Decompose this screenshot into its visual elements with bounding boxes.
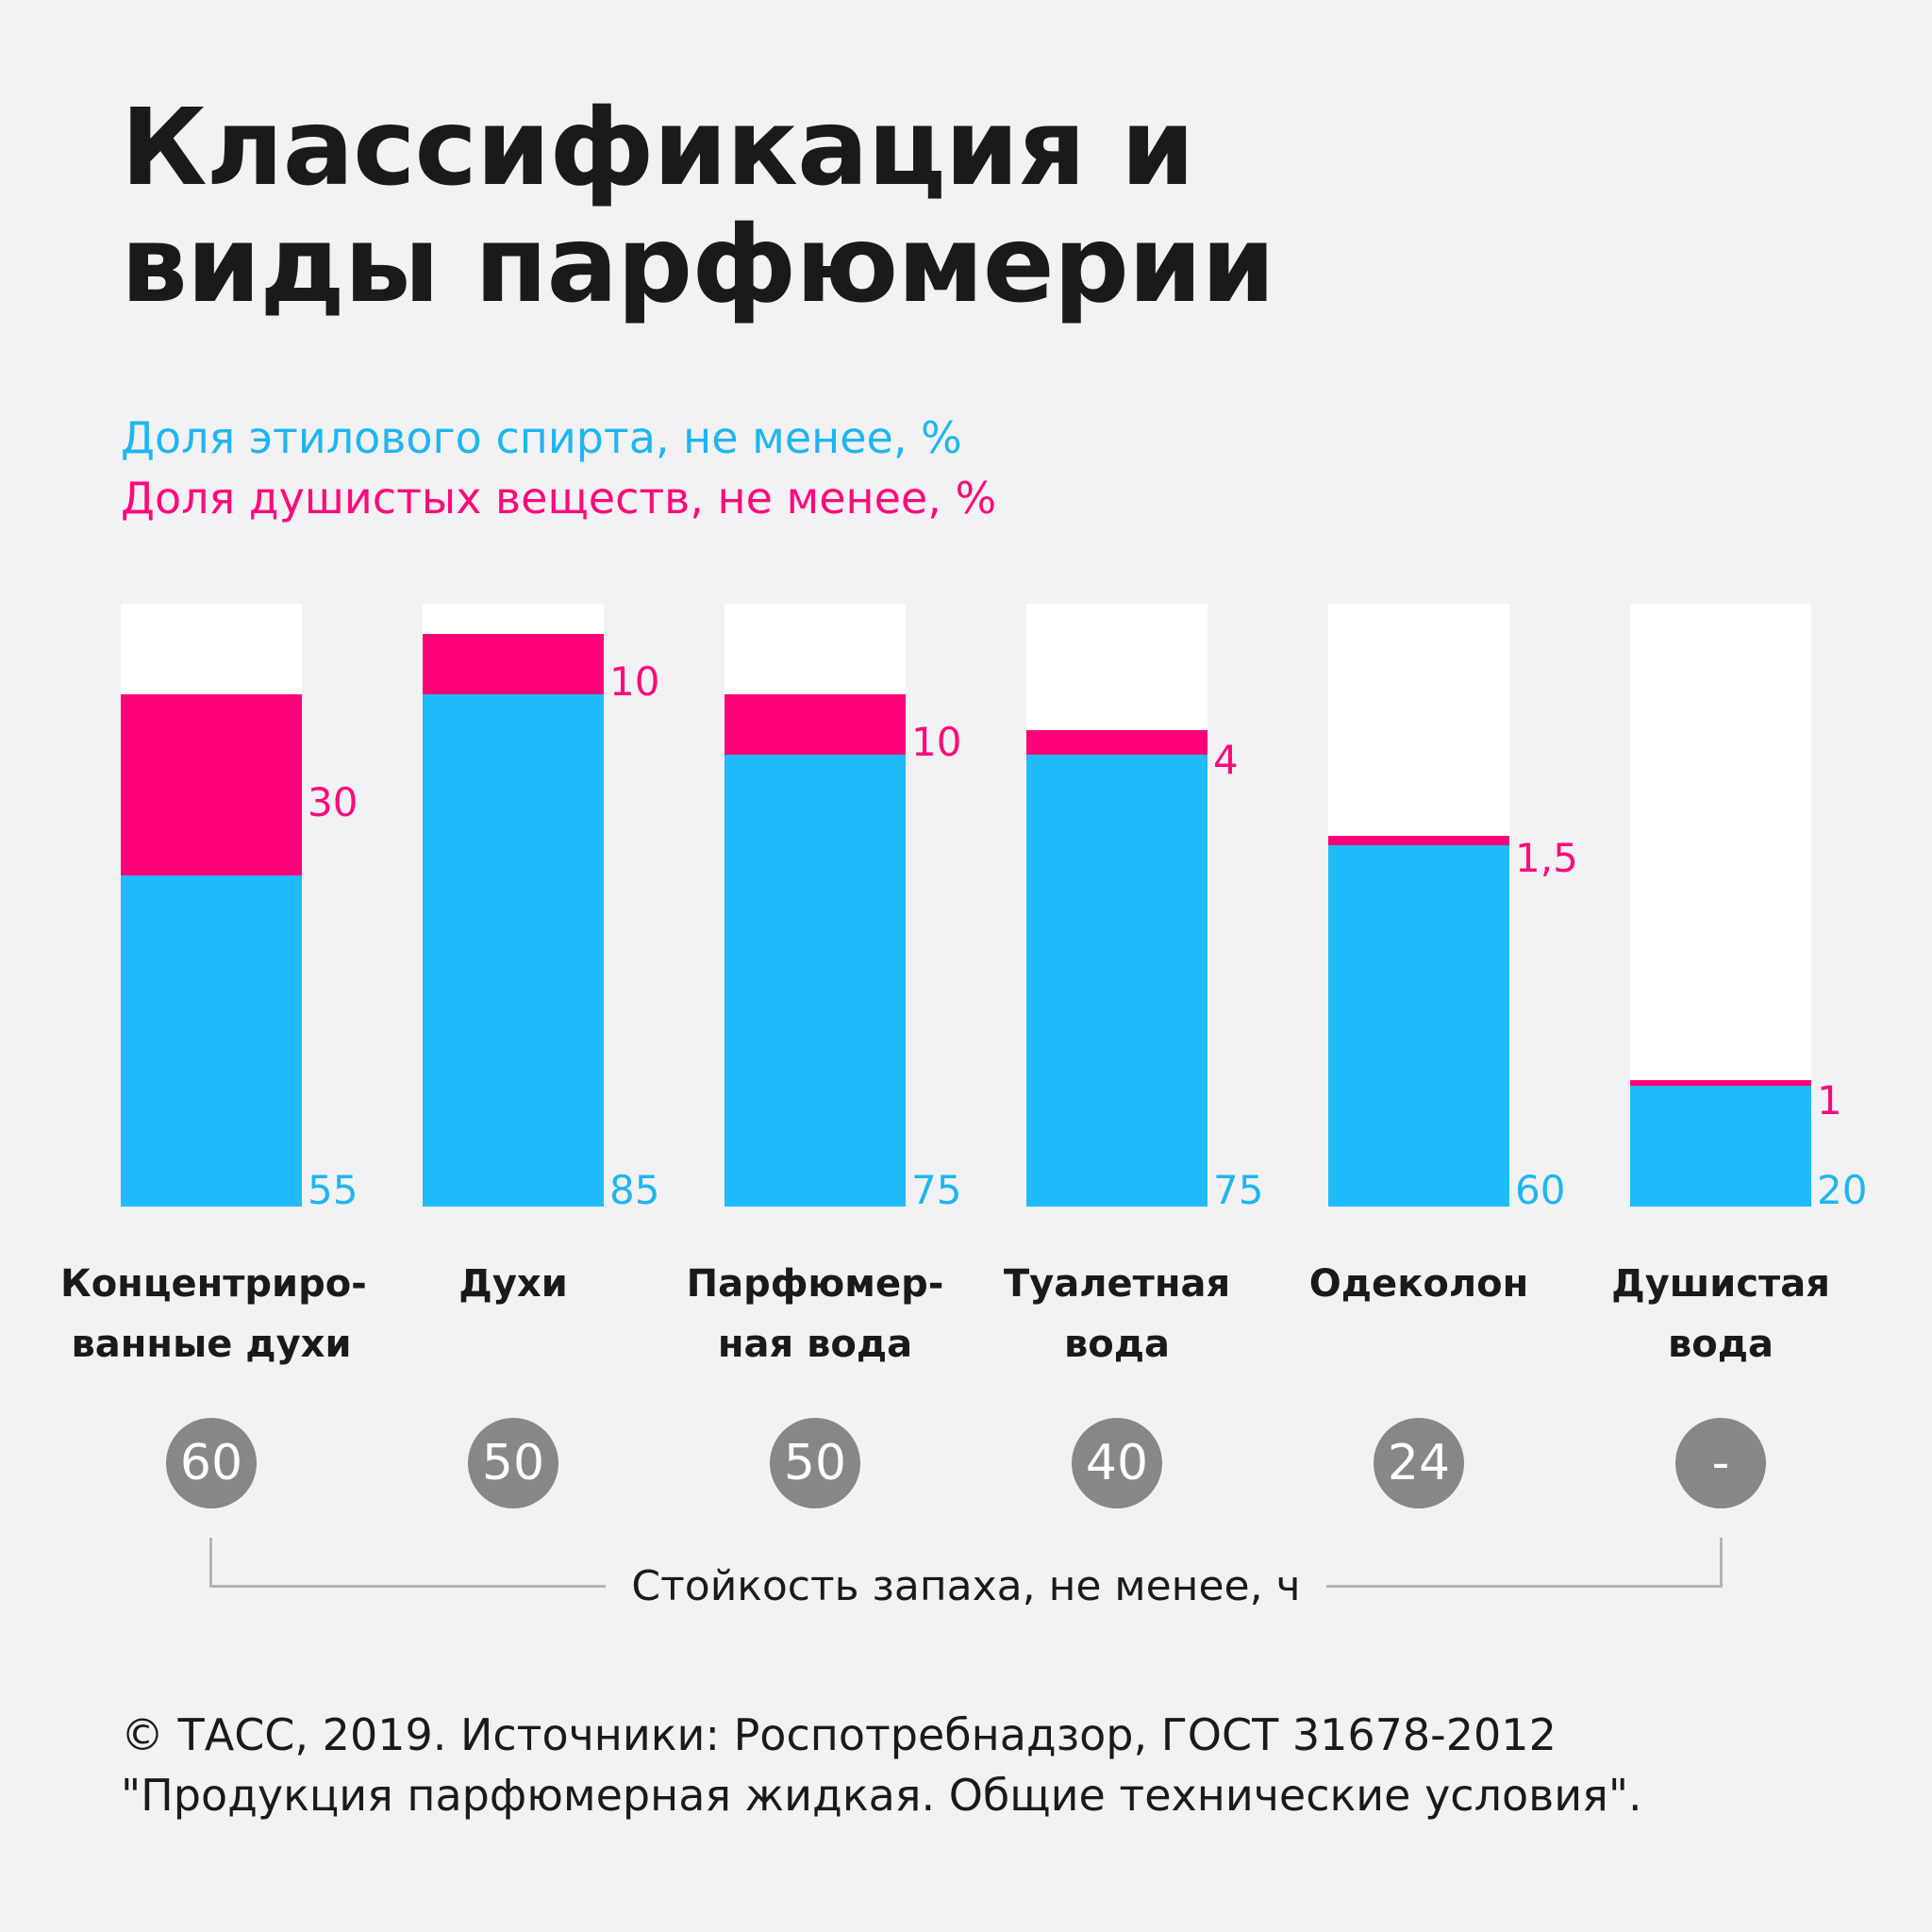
- category-label-line: Концентриро-: [60, 1262, 367, 1306]
- category-label-line: ванные духи: [71, 1323, 352, 1366]
- category-label: Одеколон: [1268, 1254, 1570, 1314]
- category-label-line: ная вода: [717, 1323, 913, 1366]
- durability-label: Стойкость запаха, не менее, ч: [631, 1562, 1301, 1610]
- bracket-line-left: [209, 1585, 606, 1588]
- value-label-alcohol: 55: [308, 1167, 358, 1213]
- bar-alcohol: [1630, 1086, 1811, 1207]
- category-label: Духи: [362, 1254, 664, 1314]
- bar-fragrance: [1026, 730, 1208, 755]
- bracket-left: [209, 1538, 212, 1587]
- bar-fragrance: [1328, 836, 1509, 845]
- bar-alcohol: [724, 754, 906, 1207]
- page-title: Классификация и виды парфюмерии: [121, 87, 1275, 326]
- durability-badge: 40: [1072, 1418, 1162, 1508]
- category-label-line: Душистая: [1611, 1262, 1830, 1306]
- legend-fragrance: Доля душистых веществ, не менее, %: [121, 473, 997, 524]
- category-label-line: Парфюмер-: [686, 1262, 944, 1306]
- category-label-line: Туалетная: [1003, 1262, 1231, 1306]
- bar-fragrance: [121, 693, 302, 875]
- bar-fragrance: [423, 633, 604, 694]
- category-label-line: вода: [1063, 1323, 1171, 1366]
- value-label-fragrance: 10: [911, 718, 962, 765]
- category-label-line: Одеколон: [1308, 1262, 1529, 1306]
- category-label: Душистая вода: [1570, 1254, 1872, 1374]
- value-label-fragrance: 1: [1817, 1077, 1842, 1124]
- durability-badge: 50: [468, 1418, 558, 1508]
- bar-alcohol: [423, 693, 604, 1207]
- bar-alcohol: [121, 874, 302, 1207]
- value-label-alcohol: 75: [1213, 1167, 1264, 1213]
- bar-alcohol: [1328, 844, 1509, 1207]
- durability-badge: 50: [770, 1418, 860, 1508]
- category-label: Парфюмер-ная вода: [664, 1254, 966, 1374]
- bar-alcohol: [1026, 754, 1208, 1207]
- category-label: Туалетная вода: [966, 1254, 1268, 1374]
- bracket-line-right: [1326, 1585, 1723, 1588]
- value-label-fragrance: 10: [609, 658, 660, 705]
- durability-badge: -: [1675, 1418, 1766, 1508]
- category-label: Концентриро-ванные духи: [60, 1254, 367, 1374]
- value-label-alcohol: 75: [911, 1167, 962, 1213]
- value-label-alcohol: 20: [1817, 1167, 1868, 1213]
- footer-source: © ТАСС, 2019. Источники: Роспотребнадзор…: [121, 1709, 1557, 1760]
- category-label-line: Духи: [458, 1262, 568, 1306]
- value-label-alcohol: 85: [609, 1167, 660, 1213]
- bar-fragrance: [1630, 1079, 1811, 1087]
- durability-badge: 24: [1374, 1418, 1464, 1508]
- durability-badge: 60: [166, 1418, 257, 1508]
- footer-standard: "Продукция парфюмерная жидкая. Общие тех…: [121, 1770, 1642, 1821]
- value-label-fragrance: 30: [308, 778, 358, 825]
- bracket-right: [1720, 1538, 1723, 1587]
- legend-alcohol: Доля этилового спирта, не менее, %: [121, 412, 962, 463]
- value-label-fragrance: 4: [1213, 736, 1239, 783]
- value-label-alcohol: 60: [1515, 1167, 1566, 1213]
- category-label-line: вода: [1667, 1323, 1774, 1366]
- value-label-fragrance: 1,5: [1515, 834, 1578, 881]
- bar-fragrance: [724, 693, 906, 755]
